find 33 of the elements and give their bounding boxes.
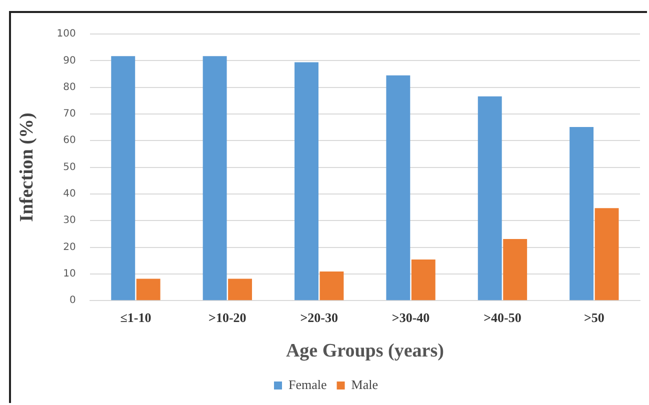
y-tick-label: 50 xyxy=(63,162,76,173)
y-tick-label: 90 xyxy=(63,55,76,66)
bar xyxy=(503,239,528,300)
bar xyxy=(594,208,619,300)
x-tick-label: >30-40 xyxy=(392,310,430,325)
x-tick-label: >50 xyxy=(584,310,604,325)
y-tick-label: 30 xyxy=(63,215,76,226)
x-axis-title: Age Groups (years) xyxy=(286,340,444,362)
y-tick-label: 100 xyxy=(56,28,76,40)
x-tick-label: >40-50 xyxy=(484,310,522,325)
y-tick-label: 10 xyxy=(63,268,76,280)
y-tick-label: 20 xyxy=(63,242,76,253)
x-tick-label: >20-30 xyxy=(300,310,338,325)
x-tick-label: >10-20 xyxy=(208,310,246,325)
y-axis-title: Infection (%) xyxy=(16,112,38,222)
y-tick-label: 0 xyxy=(70,295,76,306)
y-tick-label: 70 xyxy=(63,108,76,120)
y-tick-label: 80 xyxy=(63,82,76,93)
y-tick-label: 60 xyxy=(63,135,76,146)
bar xyxy=(386,75,410,300)
legend-label: Male xyxy=(351,376,378,392)
y-tick-label: 40 xyxy=(63,188,76,200)
x-tick-label: ≤1-10 xyxy=(120,310,152,325)
bar xyxy=(294,62,318,300)
legend-label: Female xyxy=(288,376,328,392)
bar xyxy=(411,260,436,300)
bar xyxy=(136,278,160,300)
bar xyxy=(320,272,344,300)
bar xyxy=(202,56,227,300)
bar xyxy=(228,278,252,300)
bar xyxy=(570,127,594,300)
bar xyxy=(111,56,136,300)
bar xyxy=(478,96,502,300)
